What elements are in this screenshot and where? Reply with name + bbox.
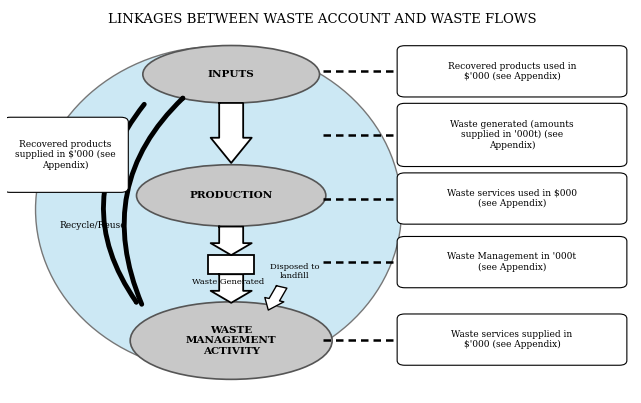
Ellipse shape — [143, 46, 319, 103]
Ellipse shape — [35, 46, 401, 372]
Text: Recycle/Reuse: Recycle/Reuse — [59, 221, 126, 230]
FancyBboxPatch shape — [3, 117, 128, 192]
Text: WASTE
MANAGEMENT
ACTIVITY: WASTE MANAGEMENT ACTIVITY — [186, 326, 276, 355]
Text: Waste services used in $000
(see Appendix): Waste services used in $000 (see Appendi… — [447, 189, 577, 208]
Polygon shape — [211, 103, 252, 163]
FancyBboxPatch shape — [397, 46, 627, 97]
Text: PRODUCTION: PRODUCTION — [190, 191, 273, 200]
Text: Recovered products used in
$'000 (see Appendix): Recovered products used in $'000 (see Ap… — [448, 62, 576, 81]
Polygon shape — [265, 286, 287, 310]
FancyBboxPatch shape — [397, 173, 627, 224]
Ellipse shape — [137, 165, 326, 226]
FancyBboxPatch shape — [397, 314, 627, 365]
Text: INPUTS: INPUTS — [208, 70, 254, 79]
FancyBboxPatch shape — [397, 103, 627, 166]
Polygon shape — [211, 226, 252, 255]
Text: LINKAGES BETWEEN WASTE ACCOUNT AND WASTE FLOWS: LINKAGES BETWEEN WASTE ACCOUNT AND WASTE… — [108, 13, 537, 26]
FancyArrowPatch shape — [103, 104, 144, 302]
Ellipse shape — [130, 302, 332, 379]
Text: Recovered products
supplied in $'000 (see
Appendix): Recovered products supplied in $'000 (se… — [15, 140, 116, 170]
Text: Waste services supplied in
$'000 (see Appendix): Waste services supplied in $'000 (see Ap… — [451, 330, 572, 349]
Polygon shape — [211, 274, 252, 303]
Text: Disposed to
landfill: Disposed to landfill — [269, 263, 319, 280]
Text: Waste Generated: Waste Generated — [192, 278, 264, 286]
FancyArrowPatch shape — [124, 98, 183, 304]
Text: Waste generated (amounts
supplied in '000t) (see
Appendix): Waste generated (amounts supplied in '00… — [450, 120, 574, 150]
Text: Waste Management in '000t
(see Appendix): Waste Management in '000t (see Appendix) — [447, 252, 576, 272]
FancyBboxPatch shape — [397, 237, 627, 288]
FancyBboxPatch shape — [208, 255, 254, 274]
